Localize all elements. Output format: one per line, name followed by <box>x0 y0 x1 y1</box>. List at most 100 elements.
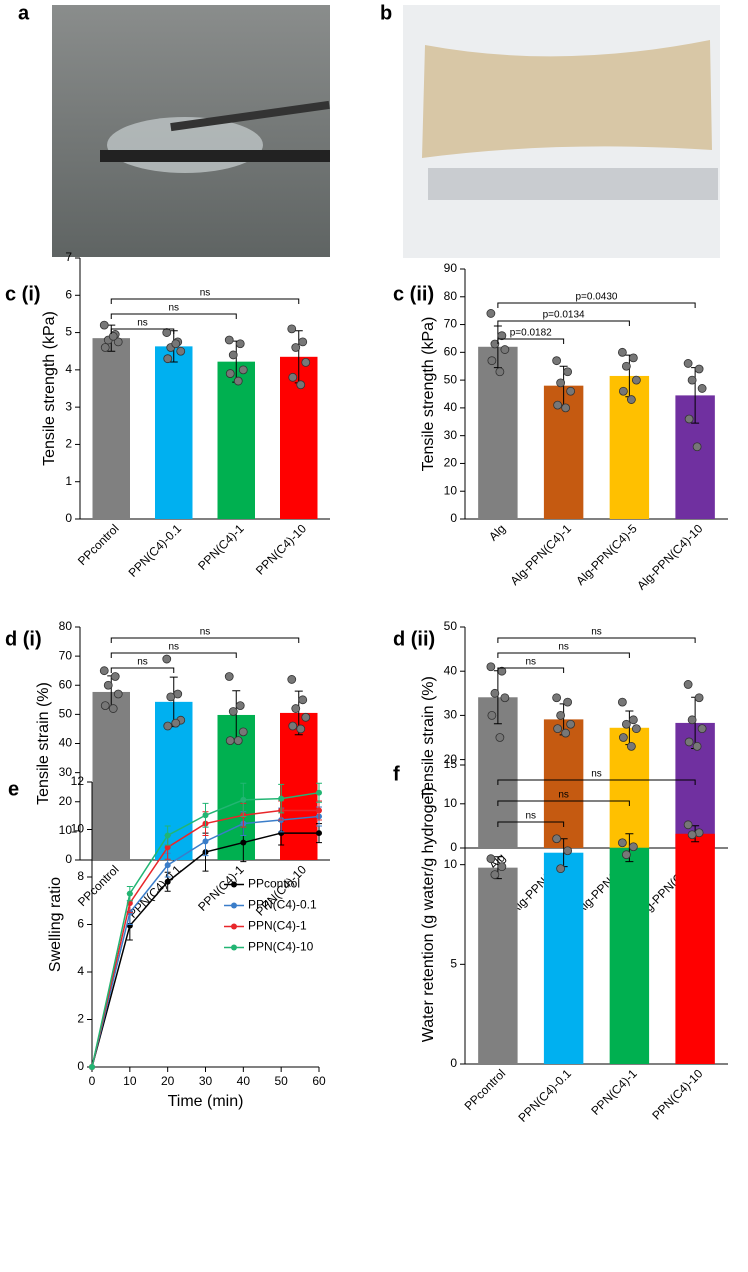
data-point <box>225 369 235 378</box>
data-point <box>561 403 571 413</box>
data-point <box>224 335 234 345</box>
y-tick-label: 80 <box>59 619 73 633</box>
data-point <box>486 309 496 318</box>
x-tick-label: 20 <box>161 1074 175 1088</box>
y-tick-label: 2 <box>65 437 72 451</box>
data-point <box>618 733 628 742</box>
y-tick-label: 5 <box>450 957 457 971</box>
data-point <box>298 337 308 347</box>
y-tick-label: 3 <box>65 399 72 413</box>
data-point <box>694 693 704 703</box>
significance-bracket <box>497 320 630 326</box>
y-tick-label: 12 <box>71 774 85 788</box>
data-point <box>486 662 496 672</box>
data-point <box>235 339 245 349</box>
significance-label: ns <box>558 642 569 653</box>
data-point <box>684 737 694 747</box>
y-tick-label: 30 <box>444 428 458 442</box>
bar <box>155 701 193 860</box>
x-tick-label: PPN(C4)-10 <box>253 521 309 577</box>
significance-label: ns <box>525 657 536 668</box>
y-tick-label: 0 <box>77 1059 84 1073</box>
bar <box>92 338 130 519</box>
significance-label: ns <box>168 642 179 653</box>
significance-bracket <box>497 338 565 344</box>
y-tick-label: 50 <box>444 619 458 633</box>
data-point <box>556 378 566 388</box>
y-tick-label: 6 <box>77 917 84 931</box>
data-point <box>99 320 109 330</box>
y-tick-label: 20 <box>444 752 458 766</box>
data-point <box>497 331 507 341</box>
data-point <box>495 367 505 377</box>
data-point <box>298 695 308 705</box>
y-tick-label: 0 <box>450 1056 457 1070</box>
data-point <box>166 692 176 702</box>
significance-label: p=0.0430 <box>576 292 618 303</box>
legend-marker <box>231 944 237 951</box>
data-point <box>171 718 181 728</box>
significance-bracket <box>497 302 696 308</box>
legend-label: PPN(C4)-1 <box>248 919 307 933</box>
significance-label: ns <box>200 627 211 638</box>
x-tick-label: PPN(C4)-1 <box>588 1066 640 1118</box>
y-tick-label: 40 <box>59 736 73 750</box>
data-point <box>694 364 704 374</box>
y-tick-label: 40 <box>444 400 458 414</box>
data-point <box>617 697 627 707</box>
data-point <box>163 354 173 364</box>
data-point <box>495 733 505 742</box>
x-tick-label: Alg-PPN(C4)-10 <box>634 521 705 592</box>
y-axis-label: Tensile strength (kPa) <box>420 317 437 472</box>
significance-bracket <box>497 779 696 785</box>
data-point <box>500 345 510 354</box>
y-tick-label: 80 <box>444 289 458 303</box>
data-point <box>621 361 631 371</box>
data-point <box>556 711 566 720</box>
y-tick-label: 1 <box>65 474 72 488</box>
x-tick-label: 50 <box>274 1074 288 1088</box>
y-tick-label: 10 <box>444 483 458 497</box>
significance-label: ns <box>558 790 569 801</box>
data-point <box>103 680 113 690</box>
legend-label: PPN(C4)-0.1 <box>248 898 317 912</box>
data-point <box>552 693 562 703</box>
data-point <box>553 724 563 734</box>
photo-b <box>403 5 720 258</box>
y-axis-label: Water retention (g water/g hydrogel) <box>420 787 437 1043</box>
data-point <box>692 442 702 452</box>
data-point <box>162 654 172 664</box>
y-axis-label: Tensile strain (%) <box>35 682 52 805</box>
data-point <box>235 701 245 711</box>
y-tick-label: 90 <box>444 261 458 275</box>
y-tick-label: 0 <box>450 840 457 854</box>
data-point <box>287 675 297 684</box>
panel-label: e <box>8 778 19 800</box>
data-point <box>164 862 171 869</box>
y-tick-label: 0 <box>65 852 72 866</box>
data-point <box>108 331 118 341</box>
data-point <box>316 830 322 837</box>
data-point <box>240 796 247 803</box>
bar <box>217 361 255 519</box>
data-point <box>162 328 172 337</box>
significance-bracket <box>497 652 630 658</box>
data-point <box>291 704 301 713</box>
data-point <box>617 838 627 848</box>
data-point <box>296 724 306 734</box>
bar <box>280 712 318 860</box>
data-point <box>687 715 697 725</box>
data-point <box>561 728 571 738</box>
y-tick-label: 10 <box>59 823 73 837</box>
data-point <box>89 1064 95 1070</box>
data-point <box>164 832 171 839</box>
data-point <box>240 839 247 846</box>
data-point <box>497 862 507 872</box>
significance-label: p=0.0134 <box>543 310 585 321</box>
y-tick-label: 70 <box>444 317 458 331</box>
data-point <box>113 689 123 699</box>
y-tick-label: 50 <box>444 372 458 386</box>
x-tick-label: PPN(C4)-0.1 <box>516 1066 575 1125</box>
significance-label: ns <box>137 318 148 329</box>
